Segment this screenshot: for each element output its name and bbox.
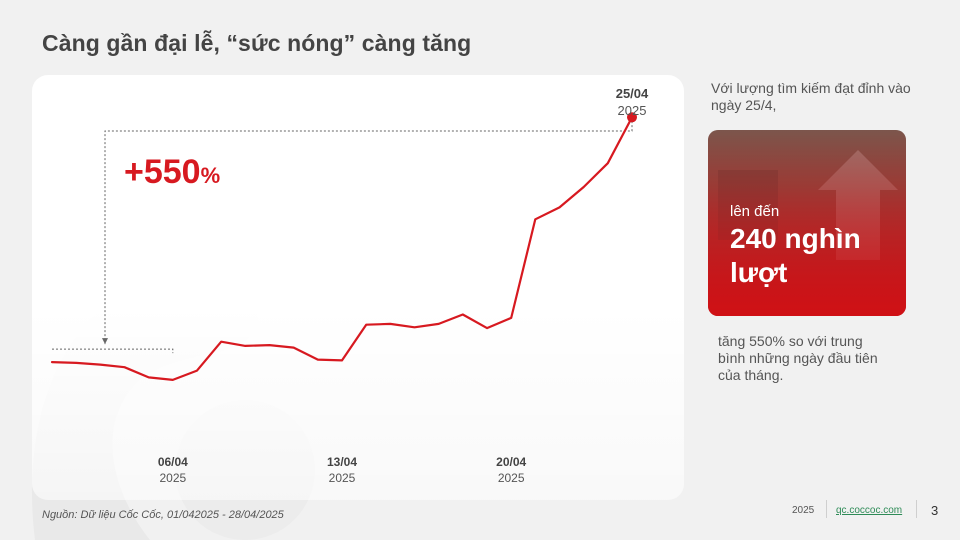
footer-divider — [826, 500, 827, 518]
highlight-card: lên đến 240 nghìn lượt — [708, 130, 906, 316]
summary-text: tăng 550% so với trung bình những ngày đ… — [718, 333, 878, 383]
peak-point — [627, 112, 637, 123]
peak-year-label: 2025 — [618, 103, 647, 118]
x-tick-year: 2025 — [498, 471, 525, 485]
page-number: 3 — [931, 503, 939, 518]
line-chart: 06/04 2025 13/04 2025 20/04 2025 25/04 2025 +550… — [50, 86, 649, 485]
leader-arrowhead — [102, 338, 108, 345]
x-tick-label: 06/04 — [158, 455, 188, 469]
series-line — [50, 116, 634, 381]
baseline-bracket — [52, 348, 174, 354]
card-lead-text: lên đến — [730, 203, 780, 220]
source-note: Nguồn: Dữ liệu Cốc Cốc, 01/042025 - 28/0… — [42, 509, 284, 521]
x-tick-year: 2025 — [329, 471, 356, 485]
x-tick-label: 13/04 — [327, 455, 357, 469]
page-title: Càng gần đại lễ, “sức nóng” càng tăng — [42, 30, 472, 56]
chart-card: 06/04 2025 13/04 2025 20/04 2025 25/04 2025 +550… — [32, 75, 684, 500]
footer-website-link[interactable]: qc.coccoc.com — [836, 505, 903, 516]
growth-annotation: +550% — [124, 153, 220, 191]
footer-divider — [916, 500, 917, 518]
peak-date-label: 25/04 — [616, 86, 649, 101]
footer-year: 2025 — [792, 505, 815, 516]
card-overlay — [708, 130, 906, 316]
card-value: 240 nghìn lượt — [730, 223, 861, 288]
x-tick-label: 20/04 — [496, 455, 526, 469]
intro-text: Với lượng tìm kiếm đạt đỉnh vào ngày 25/… — [711, 80, 911, 113]
x-tick-year: 2025 — [159, 471, 186, 485]
growth-leader-line — [104, 117, 633, 345]
